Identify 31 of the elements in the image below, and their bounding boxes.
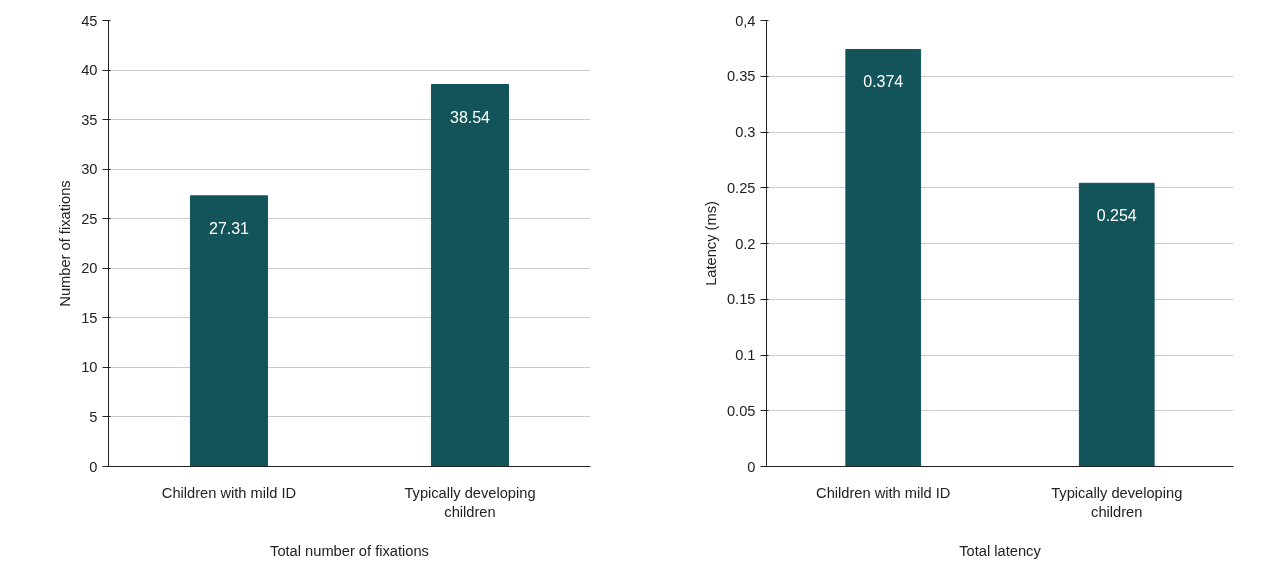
- y-tick-label: 30: [81, 161, 98, 178]
- y-tick-label: 40: [81, 62, 98, 79]
- x-tick-label: Children with mild ID: [816, 484, 951, 501]
- y-tick-label: 15: [81, 309, 98, 326]
- x-axis-title: Total latency: [959, 542, 1042, 559]
- data-label: 0.374: [863, 73, 904, 91]
- y-tick-label: 0.15: [726, 291, 756, 308]
- y-tick-label: 0: [89, 458, 98, 475]
- x-axis-title: Total number of fixations: [270, 542, 429, 559]
- y-tick-label: 0.3: [735, 124, 756, 140]
- y-tick-label: 0.2: [735, 235, 756, 252]
- x-tick-label: Typically developing children: [1051, 484, 1183, 520]
- y-tick-label: 0.25: [726, 179, 756, 196]
- y-axis-title: Latency (ms): [702, 201, 719, 286]
- y-tick-label: 20: [81, 260, 98, 277]
- data-label: 0.254: [1096, 207, 1137, 225]
- y-tick-label: 0: [747, 458, 756, 475]
- y-tick-label: 45: [81, 12, 98, 29]
- y-tick-label: 0,4: [735, 12, 756, 29]
- x-tick-label: Typically developing children: [404, 484, 536, 520]
- x-tick-label: Children with mild ID: [161, 484, 297, 501]
- y-tick-label: 0.35: [726, 68, 756, 85]
- y-tick-label: 35: [81, 111, 98, 128]
- y-tick-label: 0.05: [726, 402, 756, 419]
- data-label: 27.31: [208, 219, 250, 237]
- data-label: 38.54: [449, 108, 491, 126]
- y-axis-title: Number of fixations: [57, 180, 74, 307]
- y-tick-label: 5: [89, 408, 98, 425]
- y-tick-label: 25: [81, 210, 98, 227]
- y-tick-label: 10: [81, 359, 98, 376]
- y-tick-label: 0.1: [735, 347, 756, 363]
